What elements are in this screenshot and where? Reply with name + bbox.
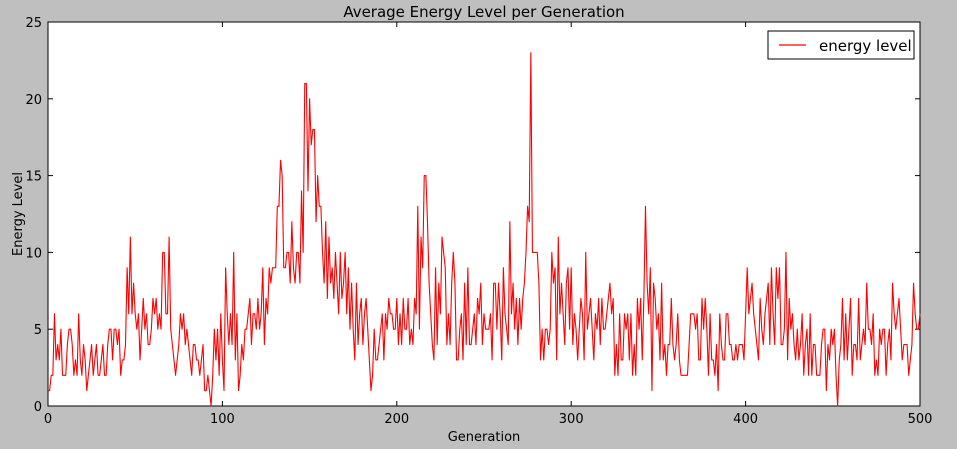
y-tick-label: 5 [34, 323, 42, 338]
x-tick-label: 300 [559, 412, 584, 427]
x-axis-label: Generation [448, 430, 521, 445]
x-tick-label: 500 [908, 412, 933, 427]
y-axis: 0 5 10 15 20 25 [25, 16, 920, 415]
legend: energy level [767, 30, 915, 60]
y-tick-label: 10 [25, 246, 42, 261]
x-tick-label: 100 [210, 412, 235, 427]
y-tick-label: 0 [34, 400, 42, 415]
y-tick-label: 15 [25, 170, 42, 185]
y-tick-label: 25 [25, 16, 42, 31]
series-group [48, 52, 921, 407]
y-tick-label: 20 [25, 93, 42, 108]
chart-title: Average Energy Level per Generation [343, 3, 624, 21]
series-line-energy-level [48, 52, 921, 407]
x-axis: 0 100 200 300 400 500 [44, 22, 933, 427]
legend-label-energy-level: energy level [819, 37, 912, 55]
x-tick-label: 400 [733, 412, 758, 427]
y-axis-label: Energy Level [11, 172, 26, 256]
x-tick-label: 200 [384, 412, 409, 427]
x-tick-label: 0 [44, 412, 52, 427]
